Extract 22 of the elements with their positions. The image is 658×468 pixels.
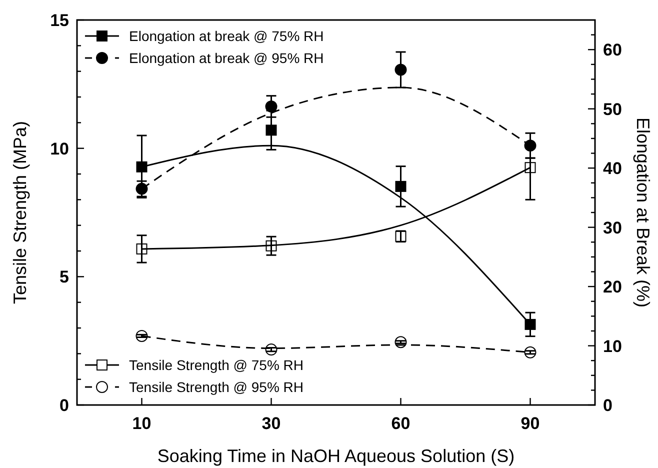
y2-tick-label: 50 bbox=[603, 100, 622, 119]
y-tick-label: 15 bbox=[50, 11, 69, 30]
x-tick-label: 60 bbox=[391, 414, 410, 433]
x-tick-label: 10 bbox=[132, 414, 152, 433]
y-tick-label: 5 bbox=[60, 268, 69, 287]
y2-axis-title: Elongation at Break (%) bbox=[633, 117, 653, 308]
y2-tick-label: 0 bbox=[603, 396, 612, 415]
y2-tick-label: 10 bbox=[603, 336, 622, 356]
legend-label: Tensile Strength @ 95% RH bbox=[129, 379, 304, 395]
x-axis-title: Soaking Time in NaOH Aqueous Solution (S) bbox=[157, 446, 515, 466]
y2-tick-label: 30 bbox=[603, 218, 622, 238]
x-tick-label: 90 bbox=[520, 414, 540, 433]
y2-tick-label: 20 bbox=[603, 278, 622, 297]
legend-label: Elongation at break @ 95% RH bbox=[129, 50, 324, 66]
x-tick-label: 30 bbox=[262, 414, 281, 433]
y-tick-label: 0 bbox=[60, 396, 69, 415]
y2-tick-label: 40 bbox=[603, 159, 622, 178]
y-tick-label: 10 bbox=[50, 139, 69, 158]
legend-label: Elongation at break @ 75% RH bbox=[129, 28, 324, 44]
y2-tick-label: 60 bbox=[603, 40, 622, 60]
y-axis-title: Tensile Strength (MPa) bbox=[10, 120, 30, 304]
legend-label: Tensile Strength @ 75% RH bbox=[129, 357, 304, 373]
